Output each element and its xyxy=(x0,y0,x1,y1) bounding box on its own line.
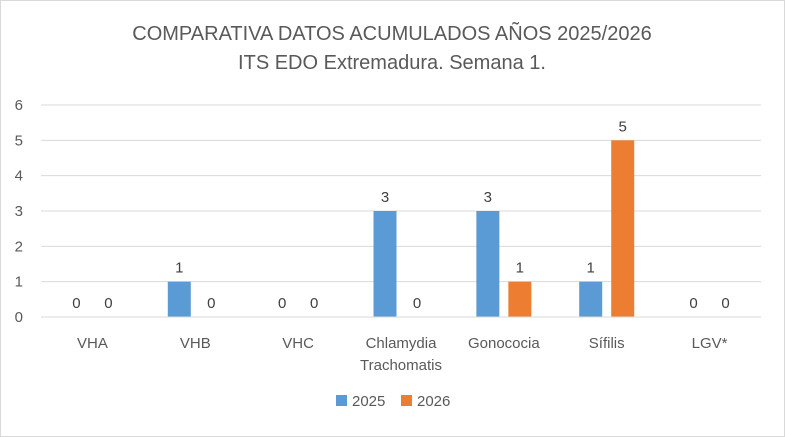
bar-2026 xyxy=(508,281,532,317)
data-label: 0 xyxy=(310,295,318,312)
legend-label-2026: 2026 xyxy=(417,393,450,410)
data-label: 3 xyxy=(484,189,492,206)
data-label: 5 xyxy=(619,118,627,135)
y-tick-label: 6 xyxy=(15,97,23,114)
bar-2026 xyxy=(611,140,635,317)
y-tick-label: 5 xyxy=(15,132,23,149)
x-tick-label: Sífilis xyxy=(589,335,625,352)
gridlines xyxy=(41,104,761,283)
y-tick-label: 4 xyxy=(15,168,23,185)
x-tick-label: Gonococia xyxy=(468,335,540,352)
data-label: 3 xyxy=(381,189,389,206)
bar-2025 xyxy=(373,211,397,317)
bar-2025 xyxy=(167,281,191,317)
x-tick-label: Chlamydia xyxy=(366,335,438,352)
data-label: 1 xyxy=(516,260,524,277)
x-tick-label: LGV* xyxy=(692,335,728,352)
data-label: 0 xyxy=(413,295,421,312)
data-label: 1 xyxy=(175,260,183,277)
x-tick-label: VHC xyxy=(282,335,314,352)
bars xyxy=(167,140,635,317)
chart-subtitle: ITS EDO Extremadura. Semana 1. xyxy=(238,52,546,74)
x-tick-label: Trachomatis xyxy=(360,357,442,374)
data-label: 0 xyxy=(207,295,215,312)
data-label: 0 xyxy=(689,295,697,312)
data-labels: 0 0 1 0 0 0 3 0 3 1 1 5 0 0 xyxy=(72,118,729,312)
y-tick-label: 3 xyxy=(15,203,23,220)
data-label: 0 xyxy=(721,295,729,312)
y-tick-label: 2 xyxy=(15,238,23,255)
legend-swatch-2025 xyxy=(336,395,347,406)
axes: 0 1 2 3 4 5 6 VHA VHB VHC Chlamydia Trachomatis Gono… xyxy=(15,97,761,374)
data-label: 1 xyxy=(587,260,595,277)
data-label: 0 xyxy=(278,295,286,312)
data-label: 0 xyxy=(72,295,80,312)
x-tick-label: VHA xyxy=(77,335,108,352)
y-tick-label: 1 xyxy=(15,274,23,291)
legend-label-2025: 2025 xyxy=(352,393,385,410)
data-label: 0 xyxy=(104,295,112,312)
bar-2025 xyxy=(579,281,603,317)
legend: 2025 2026 xyxy=(336,393,450,410)
x-tick-label: VHB xyxy=(180,335,211,352)
y-tick-label: 0 xyxy=(15,309,23,326)
chart-title: COMPARATIVA DATOS ACUMULADOS AÑOS 2025/2… xyxy=(132,21,651,45)
bar-2025 xyxy=(476,211,500,317)
legend-swatch-2026 xyxy=(401,395,412,406)
